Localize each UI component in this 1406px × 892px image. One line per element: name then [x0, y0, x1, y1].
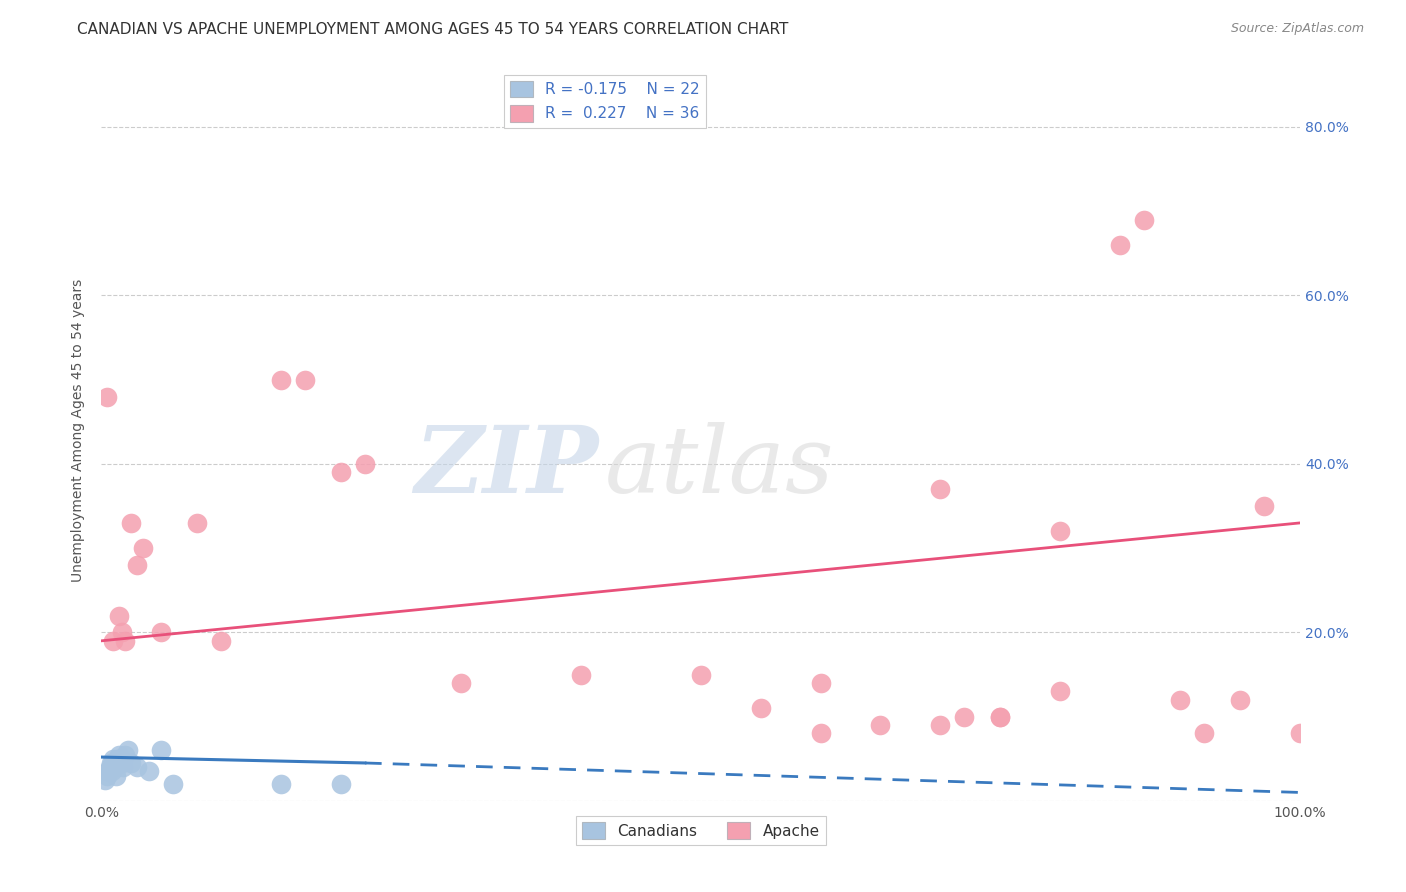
Point	[988, 709, 1011, 723]
Point	[929, 482, 952, 496]
Point	[1229, 693, 1251, 707]
Point	[1168, 693, 1191, 707]
Point	[1049, 684, 1071, 698]
Point	[953, 709, 976, 723]
Point	[111, 760, 134, 774]
Point	[96, 769, 118, 783]
Point	[929, 718, 952, 732]
Point	[103, 633, 125, 648]
Text: atlas: atlas	[605, 422, 834, 512]
Point	[110, 756, 132, 770]
Point	[138, 764, 160, 779]
Point	[127, 558, 149, 572]
Point	[150, 743, 173, 757]
Point	[117, 743, 139, 757]
Point	[120, 756, 142, 770]
Point	[689, 667, 711, 681]
Point	[98, 760, 121, 774]
Legend: Canadians, Apache: Canadians, Apache	[575, 816, 825, 845]
Point	[569, 667, 592, 681]
Point	[162, 777, 184, 791]
Point	[330, 466, 353, 480]
Point	[100, 756, 122, 770]
Point	[209, 633, 232, 648]
Point	[114, 747, 136, 762]
Point	[186, 516, 208, 530]
Point	[869, 718, 891, 732]
Point	[108, 747, 131, 762]
Point	[749, 701, 772, 715]
Point	[97, 764, 120, 779]
Y-axis label: Unemployment Among Ages 45 to 54 years: Unemployment Among Ages 45 to 54 years	[72, 278, 86, 582]
Point	[105, 752, 128, 766]
Point	[132, 541, 155, 556]
Point	[270, 373, 292, 387]
Text: Source: ZipAtlas.com: Source: ZipAtlas.com	[1230, 22, 1364, 36]
Point	[103, 760, 125, 774]
Point	[1192, 726, 1215, 740]
Point	[354, 457, 377, 471]
Point	[101, 764, 124, 779]
Point	[110, 625, 132, 640]
Point	[330, 777, 353, 791]
Point	[103, 752, 125, 766]
Point	[270, 777, 292, 791]
Point	[94, 772, 117, 787]
Point	[114, 633, 136, 648]
Point	[104, 769, 127, 783]
Point	[127, 760, 149, 774]
Point	[108, 608, 131, 623]
Point	[96, 390, 118, 404]
Point	[988, 709, 1011, 723]
Point	[810, 676, 832, 690]
Point	[1049, 524, 1071, 539]
Point	[1289, 726, 1312, 740]
Point	[1253, 499, 1275, 513]
Point	[150, 625, 173, 640]
Point	[450, 676, 472, 690]
Text: CANADIAN VS APACHE UNEMPLOYMENT AMONG AGES 45 TO 54 YEARS CORRELATION CHART: CANADIAN VS APACHE UNEMPLOYMENT AMONG AG…	[77, 22, 789, 37]
Point	[810, 726, 832, 740]
Point	[1109, 238, 1132, 252]
Text: ZIP: ZIP	[415, 422, 599, 512]
Point	[120, 516, 142, 530]
Point	[1133, 212, 1156, 227]
Point	[294, 373, 316, 387]
